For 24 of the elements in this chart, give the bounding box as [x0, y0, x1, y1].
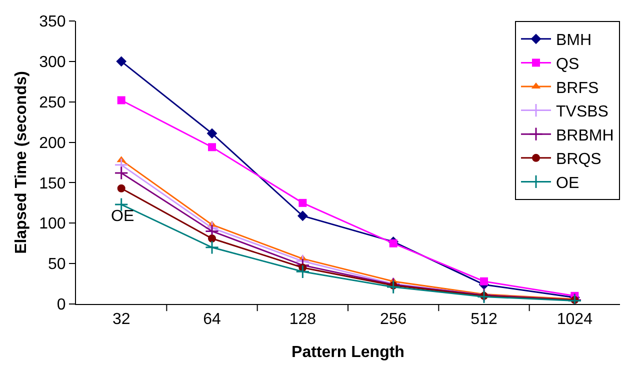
x-tick-label: 32 [112, 311, 130, 328]
y-tick-label: 300 [39, 54, 66, 72]
legend-label: BRBMH [556, 127, 614, 144]
y-tick-label: 100 [39, 216, 66, 233]
x-axis-title: Pattern Length [292, 344, 404, 361]
x-tick-label: 64 [203, 311, 221, 328]
annotation: OE [111, 208, 134, 225]
x-tick-label: 512 [470, 311, 498, 328]
y-tick-label: 50 [48, 256, 66, 274]
legend-label: TVSBS [556, 104, 608, 121]
y-tick-label: 350 [39, 14, 66, 31]
y-tick-label: 200 [39, 134, 66, 152]
y-axis-title: Elapsed Time (seconds) [12, 71, 30, 254]
x-tick-label: 128 [289, 311, 316, 328]
legend-label: OE [556, 174, 580, 192]
y-tick-label: 250 [39, 94, 66, 112]
x-tick-label: 1024 [556, 311, 593, 328]
legend-label: BMH [556, 32, 592, 50]
legend-label: BRFS [556, 80, 599, 97]
x-tick-label: 256 [380, 311, 407, 328]
legend-label: QS [556, 56, 580, 73]
legend-label: BRQS [556, 151, 602, 168]
y-tick-label: 0 [56, 296, 66, 314]
y-tick-label: 150 [39, 175, 66, 192]
